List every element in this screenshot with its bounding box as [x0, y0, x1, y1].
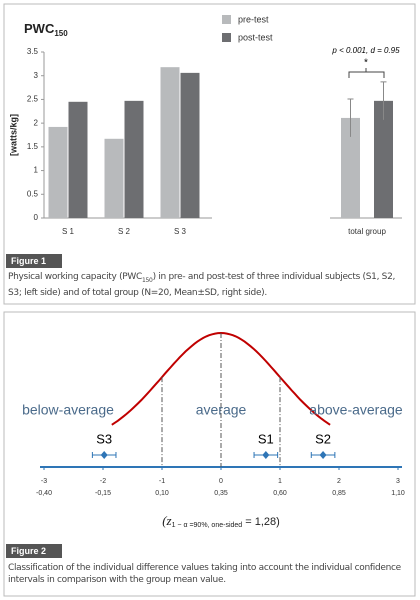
formula-subscript: 1 − α =90%, one-sided	[172, 522, 243, 529]
significance-bracket	[348, 68, 385, 78]
bar	[341, 117, 360, 218]
x-tick-label-secondary: -0,40	[36, 490, 52, 497]
annotation: *	[364, 58, 368, 69]
figure-tab	[6, 254, 62, 268]
legend-label: pre-test	[238, 14, 269, 24]
x-tick-label: -2	[100, 478, 106, 485]
bar	[48, 126, 68, 218]
figure-caption: Classification of the individual differe…	[8, 563, 401, 585]
figure-caption: Physical working capacity (PWC150) in pr…	[8, 271, 410, 299]
bar	[124, 100, 144, 218]
error-bar	[347, 98, 354, 137]
y-tick-label: 1.5	[27, 142, 39, 151]
formula-part: (z	[162, 513, 171, 528]
legend-label: post-test	[238, 32, 273, 42]
title-subscript: 150	[54, 29, 68, 38]
caption-subscript: 150	[142, 276, 153, 284]
y-tick-label: 0.5	[27, 189, 39, 198]
region-label: above-average	[309, 402, 403, 418]
figure-label: Figure 1	[11, 256, 46, 266]
legend-swatch	[222, 33, 231, 42]
figure-frame	[3, 311, 416, 597]
x-tick-label-secondary: 0,10	[155, 490, 169, 497]
x-tick-label-secondary: 0,35	[214, 490, 228, 497]
figure-label: Figure 2	[11, 546, 46, 556]
point	[262, 451, 270, 459]
annotation: p < 0.001, d = 0.95	[331, 46, 400, 55]
y-tick-label: 3.5	[27, 47, 39, 56]
point-label: S1	[258, 431, 274, 446]
x-tick-label: S 3	[174, 227, 187, 236]
x-tick-label: 3	[396, 478, 400, 485]
x-tick-label: 2	[337, 478, 341, 485]
y-tick-label: 1	[34, 166, 39, 175]
bar	[160, 67, 180, 218]
bar	[180, 72, 200, 219]
formula: (z1 − α =90%, one-sided = 1,28)	[162, 513, 280, 529]
y-axis-label: [watts/kg]	[8, 114, 18, 156]
bar	[374, 100, 393, 218]
x-tick-label: -3	[41, 478, 47, 485]
y-tick-label: 0	[34, 213, 39, 222]
point-label: S2	[315, 431, 331, 446]
caption-text: Physical working capacity (PWC	[8, 272, 143, 282]
y-tick-label: 3	[34, 71, 39, 80]
y-tick-label: 2.5	[27, 95, 39, 104]
bar	[68, 101, 88, 218]
chart-title: PWC150	[24, 21, 68, 38]
x-tick-label: -1	[159, 478, 165, 485]
x-tick-label: S 2	[118, 227, 131, 236]
x-tick-label: total group	[348, 227, 386, 236]
point	[319, 451, 327, 459]
figure-frame	[3, 3, 416, 305]
formula-part: = 1,28)	[242, 516, 280, 528]
error-bar	[380, 81, 387, 120]
region-label: average	[196, 402, 247, 418]
x-tick-label: 1	[278, 478, 282, 485]
x-tick-label-secondary: 0,85	[332, 490, 346, 497]
x-tick-label-secondary: 0,60	[273, 490, 287, 497]
x-tick-label-secondary: -0,15	[95, 490, 111, 497]
legend-swatch	[222, 15, 231, 24]
x-tick-label: 0	[219, 478, 223, 485]
region-label: below-average	[22, 402, 114, 418]
bar	[104, 138, 124, 218]
point-label: S3	[96, 431, 112, 446]
title-text: PWC	[24, 21, 55, 36]
y-tick-label: 2	[34, 118, 39, 127]
caption-text: ) in pre- and post-test of three individ…	[8, 272, 396, 298]
figure-tab	[6, 544, 62, 558]
point	[100, 451, 108, 459]
x-tick-label-secondary: 1,10	[391, 490, 405, 497]
x-tick-label: S 1	[62, 227, 75, 236]
